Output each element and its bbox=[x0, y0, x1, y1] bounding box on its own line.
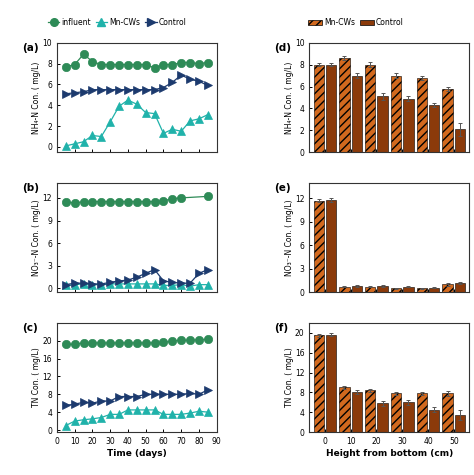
Bar bbox=[352, 392, 362, 432]
Bar bbox=[326, 65, 336, 152]
Text: (f): (f) bbox=[274, 323, 288, 333]
Legend: influent, Mn-CWs, Control: influent, Mn-CWs, Control bbox=[45, 15, 190, 30]
Bar bbox=[339, 58, 350, 152]
Bar bbox=[377, 403, 388, 432]
Bar bbox=[417, 78, 427, 152]
Bar bbox=[442, 89, 453, 152]
Text: (b): (b) bbox=[22, 183, 39, 193]
Bar bbox=[326, 200, 336, 292]
Bar bbox=[417, 288, 427, 292]
Y-axis label: NO₃⁻-N Con. ( mg/L): NO₃⁻-N Con. ( mg/L) bbox=[32, 199, 41, 276]
Bar bbox=[403, 98, 414, 152]
Bar bbox=[403, 402, 414, 432]
Legend: Mn-CWs, Control: Mn-CWs, Control bbox=[305, 15, 407, 30]
Bar bbox=[377, 286, 388, 292]
Text: (c): (c) bbox=[22, 323, 37, 333]
Bar bbox=[313, 335, 324, 432]
Bar bbox=[429, 105, 439, 152]
Bar bbox=[339, 388, 350, 432]
Bar bbox=[403, 287, 414, 292]
Bar bbox=[442, 393, 453, 432]
Bar bbox=[391, 288, 401, 292]
Bar bbox=[417, 393, 427, 432]
X-axis label: Height from bottom (cm): Height from bottom (cm) bbox=[326, 449, 453, 458]
Bar bbox=[339, 287, 350, 292]
Bar bbox=[429, 410, 439, 432]
Bar bbox=[455, 129, 465, 152]
Bar bbox=[313, 201, 324, 292]
Y-axis label: NH₄-N Con. ( mg/L): NH₄-N Con. ( mg/L) bbox=[284, 61, 293, 133]
Y-axis label: NH₄-N Con. ( mg/L): NH₄-N Con. ( mg/L) bbox=[32, 61, 41, 133]
Bar bbox=[365, 65, 375, 152]
Text: (d): (d) bbox=[274, 43, 291, 53]
Bar bbox=[429, 287, 439, 292]
Text: (a): (a) bbox=[22, 43, 38, 53]
Y-axis label: NO₃⁻-N Con. ( mg/L): NO₃⁻-N Con. ( mg/L) bbox=[285, 199, 294, 276]
Y-axis label: TN Con. ( mg/L): TN Con. ( mg/L) bbox=[32, 348, 41, 408]
Bar bbox=[313, 65, 324, 152]
Bar bbox=[377, 96, 388, 152]
X-axis label: Time (days): Time (days) bbox=[107, 449, 167, 458]
Bar bbox=[365, 390, 375, 432]
Bar bbox=[326, 335, 336, 432]
Bar bbox=[365, 287, 375, 292]
Bar bbox=[352, 76, 362, 152]
Bar bbox=[391, 393, 401, 432]
Bar bbox=[455, 283, 465, 292]
Bar bbox=[352, 286, 362, 292]
Bar bbox=[391, 76, 401, 152]
Text: (e): (e) bbox=[274, 183, 291, 193]
Y-axis label: TN Con. ( mg/L): TN Con. ( mg/L) bbox=[284, 348, 293, 408]
Bar bbox=[455, 415, 465, 432]
Bar bbox=[442, 285, 453, 292]
